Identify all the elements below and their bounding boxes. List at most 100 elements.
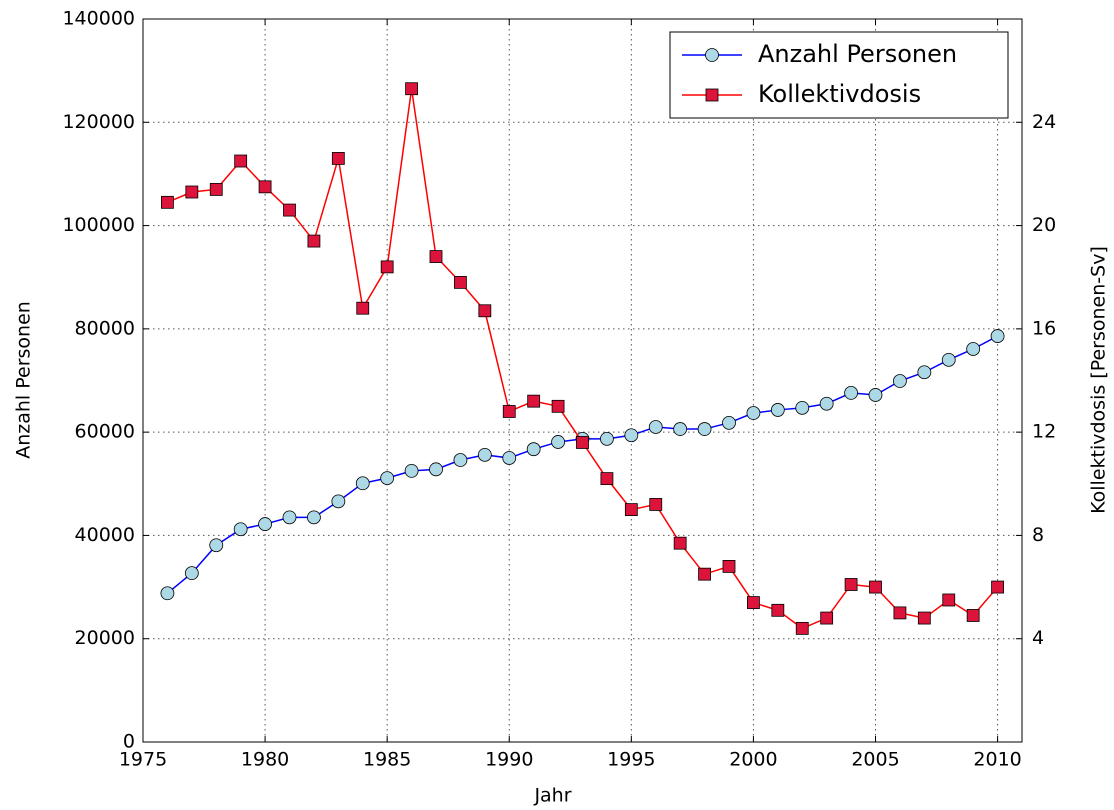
data-point xyxy=(258,517,272,531)
data-point xyxy=(942,593,956,607)
y-tick-label: 100000 xyxy=(62,214,135,236)
data-point xyxy=(551,399,565,413)
data-point xyxy=(502,451,517,465)
data-point xyxy=(697,422,712,436)
data-point xyxy=(648,420,663,434)
data-point xyxy=(477,447,492,462)
data-point xyxy=(844,578,858,591)
legend-marker xyxy=(705,88,719,102)
data-point xyxy=(185,185,199,199)
y-tick-label: 60000 xyxy=(75,421,135,443)
data-point xyxy=(355,476,370,491)
x-tick-label: 2005 xyxy=(851,749,899,771)
plot-frame xyxy=(142,18,1023,743)
x-tick-label: 2010 xyxy=(973,749,1021,771)
data-point xyxy=(576,436,589,449)
data-point xyxy=(331,152,345,165)
x-tick-label: 1980 xyxy=(241,749,289,771)
data-point xyxy=(991,580,1004,594)
data-point xyxy=(453,453,468,467)
data-point xyxy=(795,621,809,635)
data-point xyxy=(331,494,346,509)
y-axis-label: Anzahl Personen xyxy=(13,301,35,459)
data-point xyxy=(868,388,883,402)
data-point xyxy=(380,471,395,486)
data-point xyxy=(722,560,736,573)
legend-label: Anzahl Personen xyxy=(758,40,957,68)
data-point xyxy=(747,596,760,609)
data-point xyxy=(673,422,688,436)
x-tick-label: 1975 xyxy=(119,749,167,771)
y2-tick-label: 24 xyxy=(1032,111,1056,133)
data-point xyxy=(160,586,175,601)
data-point xyxy=(990,329,1005,343)
y-tick-label: 80000 xyxy=(75,317,135,339)
data-point xyxy=(502,405,516,418)
series-line xyxy=(166,335,998,594)
data-point xyxy=(551,435,565,449)
y2-tick-label: 4 xyxy=(1032,627,1044,649)
data-point xyxy=(209,538,224,553)
x-axis-label: Jahr xyxy=(533,785,571,807)
x-tick-label: 1995 xyxy=(607,749,655,771)
x-tick-label: 1990 xyxy=(485,749,533,771)
data-point xyxy=(356,301,370,315)
data-point xyxy=(234,154,248,168)
data-point xyxy=(770,403,785,417)
series-line xyxy=(167,88,999,630)
y-tick-label: 0 xyxy=(123,731,135,753)
data-point xyxy=(795,400,810,415)
data-point xyxy=(282,510,297,525)
data-point xyxy=(917,365,932,380)
data-point xyxy=(404,463,419,478)
data-point xyxy=(722,415,736,430)
data-point xyxy=(844,385,858,400)
data-point xyxy=(624,503,638,517)
data-point xyxy=(380,260,394,274)
y2-tick-label: 8 xyxy=(1032,524,1044,546)
y-tick-label: 120000 xyxy=(62,111,135,133)
data-point xyxy=(233,522,248,537)
data-point xyxy=(600,472,614,486)
data-point xyxy=(454,275,467,289)
data-point xyxy=(429,462,443,477)
x-tick-label: 2000 xyxy=(729,749,777,771)
data-point xyxy=(283,203,296,217)
y-tick-label: 20000 xyxy=(75,627,135,649)
data-point xyxy=(966,609,980,622)
data-point xyxy=(649,498,663,511)
data-point xyxy=(698,567,711,581)
data-point xyxy=(941,352,956,367)
y-tick-label: 40000 xyxy=(75,524,135,546)
data-point xyxy=(869,580,882,594)
data-point xyxy=(673,536,687,550)
y2-axis-label: Kollektivdosis [Personen-Sv] xyxy=(1088,246,1110,514)
data-point xyxy=(527,394,541,408)
legend-marker xyxy=(705,48,719,62)
data-point xyxy=(771,603,785,617)
data-point xyxy=(258,180,272,194)
y2-tick-label: 20 xyxy=(1032,214,1056,236)
data-point xyxy=(820,611,834,625)
data-point xyxy=(819,396,834,411)
data-point xyxy=(624,428,639,443)
y2-tick-label: 12 xyxy=(1032,421,1056,443)
data-point xyxy=(429,250,443,263)
data-point xyxy=(478,304,492,318)
data-point xyxy=(893,374,907,388)
data-point xyxy=(161,195,174,209)
data-point xyxy=(917,611,931,625)
data-point xyxy=(209,183,223,196)
data-point xyxy=(746,406,761,420)
y2-tick-label: 16 xyxy=(1032,317,1056,339)
data-point xyxy=(600,431,614,446)
data-point xyxy=(405,82,418,96)
x-tick-label: 1985 xyxy=(363,749,411,771)
data-point xyxy=(184,566,199,581)
data-point xyxy=(966,342,981,356)
y-tick-label: 140000 xyxy=(62,8,135,30)
data-point xyxy=(307,510,321,525)
legend-label: Kollektivdosis xyxy=(758,80,921,108)
legend-box xyxy=(669,31,1009,119)
